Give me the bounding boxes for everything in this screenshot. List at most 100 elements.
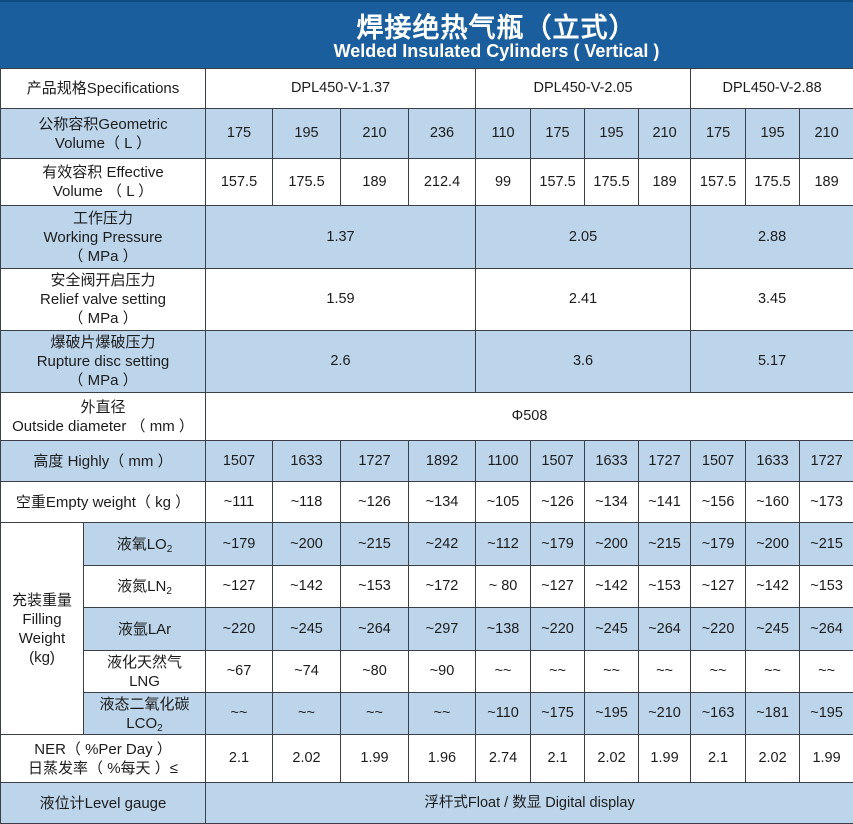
value-cell: ~179 (206, 523, 273, 566)
value-cell: 5.17 (691, 331, 853, 393)
value-cell: ~~ (341, 693, 409, 735)
value-cell: ~~ (206, 693, 273, 735)
medium-label-text: 液氩LAr (118, 621, 171, 638)
value-cell: ~179 (691, 523, 746, 566)
value-cell: ~200 (273, 523, 341, 566)
value-cell: ~153 (341, 566, 409, 608)
value-cell: 157.5 (691, 159, 746, 206)
value-cell: ~264 (639, 608, 691, 651)
subscript: 2 (167, 544, 173, 555)
value-cell: 1727 (800, 441, 853, 482)
medium-label-text: 液氮LN (117, 578, 166, 595)
value-cell: ~245 (585, 608, 639, 651)
row-label-text: NER（ %Per Day ） 日蒸发率（ %每天 ）≤ (28, 741, 178, 777)
value-cell: 175.5 (273, 159, 341, 206)
medium-label-text: 液化天然气 LNG (107, 654, 182, 690)
row-label: 空重Empty weight（ kg ） (1, 482, 206, 523)
value-cell: 2.05 (476, 206, 691, 269)
value-cell: 2.74 (476, 735, 531, 783)
filling-row: 液氮LN2~127~142~153~172~ 80~127~142~153~12… (1, 566, 853, 608)
value-cell: DPL450-V-1.37 (206, 69, 476, 109)
medium-label: 液氩LAr (84, 608, 206, 651)
value-cell: Φ508 (206, 393, 853, 441)
value-cell: ~220 (531, 608, 585, 651)
value-cell: 195 (273, 109, 341, 159)
row-label-text: 液位计Level gauge (40, 795, 167, 812)
value-cell: DPL450-V-2.88 (691, 69, 853, 109)
value-cell: ~~ (585, 651, 639, 693)
value-cell: 1.59 (206, 269, 476, 331)
title-english: Welded Insulated Cylinders ( Vertical ) (0, 41, 853, 62)
value-cell: 1507 (206, 441, 273, 482)
value-cell: ~~ (746, 651, 800, 693)
medium-label-text: 液态二氧化碳 LCO (99, 696, 189, 732)
value-cell: 1507 (691, 441, 746, 482)
filling-row: 液氩LAr~220~245~264~297~138~220~245~264~22… (1, 608, 853, 651)
value-cell: 195 (746, 109, 800, 159)
value-cell: 175 (691, 109, 746, 159)
value-cell: ~245 (746, 608, 800, 651)
medium-label: 液化天然气 LNG (84, 651, 206, 693)
row-label-text: 外直径 Outside diameter （ mm ） (12, 399, 194, 435)
value-cell: 175.5 (585, 159, 639, 206)
value-cell: 2.1 (531, 735, 585, 783)
value-cell: 1633 (585, 441, 639, 482)
row-label: 高度 Highly（ mm ） (1, 441, 206, 482)
medium-label: 液氮LN2 (84, 566, 206, 608)
value-cell: 2.02 (585, 735, 639, 783)
value-cell: 1892 (409, 441, 476, 482)
value-cell: ~138 (476, 608, 531, 651)
value-cell: 175 (531, 109, 585, 159)
value-cell: ~~ (273, 693, 341, 735)
value-cell: 1.99 (800, 735, 853, 783)
value-cell: 1.99 (639, 735, 691, 783)
value-cell: ~245 (273, 608, 341, 651)
row-label: 产品规格Specifications (1, 69, 206, 109)
value-cell: 210 (639, 109, 691, 159)
value-cell: 1633 (273, 441, 341, 482)
value-cell: ~156 (691, 482, 746, 523)
value-cell: 2.88 (691, 206, 853, 269)
subscript: 2 (166, 586, 172, 597)
value-cell: ~215 (800, 523, 853, 566)
value-cell: 175.5 (746, 159, 800, 206)
value-cell: 2.02 (746, 735, 800, 783)
value-cell: ~134 (585, 482, 639, 523)
value-cell: ~90 (409, 651, 476, 693)
value-cell: ~80 (341, 651, 409, 693)
value-cell: 157.5 (531, 159, 585, 206)
filling-row: 液化天然气 LNG~67~74~80~90~~~~~~~~~~~~~~ (1, 651, 853, 693)
value-cell: 2.02 (273, 735, 341, 783)
value-cell: ~200 (585, 523, 639, 566)
value-cell: ~127 (691, 566, 746, 608)
value-cell: 236 (409, 109, 476, 159)
value-cell: 175 (206, 109, 273, 159)
value-cell: ~264 (800, 608, 853, 651)
value-cell: 189 (341, 159, 409, 206)
value-cell: 99 (476, 159, 531, 206)
value-cell: ~195 (585, 693, 639, 735)
value-cell: ~110 (476, 693, 531, 735)
value-cell: ~142 (585, 566, 639, 608)
value-cell: 210 (341, 109, 409, 159)
value-cell: ~172 (409, 566, 476, 608)
value-cell: DPL450-V-2.05 (476, 69, 691, 109)
table-row: 外直径 Outside diameter （ mm ） Φ508 (1, 393, 853, 441)
row-label-text: 爆破片爆破压力 Rupture disc setting （ MPa ） (37, 334, 170, 389)
row-label-text: 高度 Highly（ mm ） (33, 453, 172, 470)
value-cell: ~ 80 (476, 566, 531, 608)
value-cell: ~173 (800, 482, 853, 523)
value-cell: 210 (800, 109, 853, 159)
filling-row: 液态二氧化碳 LCO2~~~~~~~~~110~175~195~210~163~… (1, 693, 853, 735)
row-label: 工作压力 Working Pressure （ MPa ） (1, 206, 206, 269)
value-cell: ~~ (800, 651, 853, 693)
value-cell: ~142 (273, 566, 341, 608)
row-label-text: 有效容积 Effective Volume （ L ） (42, 164, 163, 200)
row-label: 有效容积 Effective Volume （ L ） (1, 159, 206, 206)
value-cell: ~210 (639, 693, 691, 735)
